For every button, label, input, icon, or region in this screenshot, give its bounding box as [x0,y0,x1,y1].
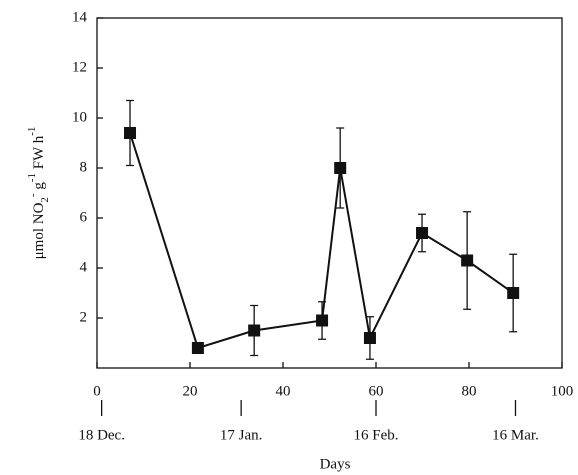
y-label-part: g [31,182,47,194]
y-label-sub: 2 [39,197,51,203]
y-tick-label: 14 [72,9,88,25]
x-tick-label: 100 [551,383,574,399]
y-label-sup: -1 [26,127,38,136]
date-tick-label: 17 Jan. [220,427,263,443]
x-axis-label: Days [320,456,351,472]
y-label-part: FW h [31,135,47,173]
x-tick-label: 60 [369,383,384,399]
data-point [316,314,329,327]
y-label-sup: - [27,193,39,197]
data-point [248,324,261,337]
y-label-sup: -1 [26,173,38,182]
y-tick-label: 10 [72,109,87,125]
y-tick-label: 2 [80,309,88,325]
y-tick-label: 8 [80,159,88,175]
plot-frame [96,17,563,369]
x-tick-label: 40 [276,383,291,399]
data-point [416,227,429,239]
x-tick-label: 0 [93,383,101,399]
y-tick-label: 4 [80,259,88,275]
data-point [191,342,204,354]
y-tick-label: 12 [72,59,87,75]
data-point [507,287,520,299]
x-tick-label: 80 [462,383,477,399]
data-point [124,127,137,139]
y-label-part: μmol NO [31,202,47,259]
data-point [461,254,474,267]
y-tick-label: 6 [80,209,88,225]
date-tick-label: 18 Dec. [78,427,125,443]
data-point [334,162,347,174]
x-tick-label: 20 [183,383,198,399]
data-point [363,332,376,344]
y-axis-label: μmol NO2- g-1 FW h-1 [26,127,51,260]
date-tick-label: 16 Mar. [492,427,539,443]
date-tick-label: 16 Feb. [354,427,399,443]
